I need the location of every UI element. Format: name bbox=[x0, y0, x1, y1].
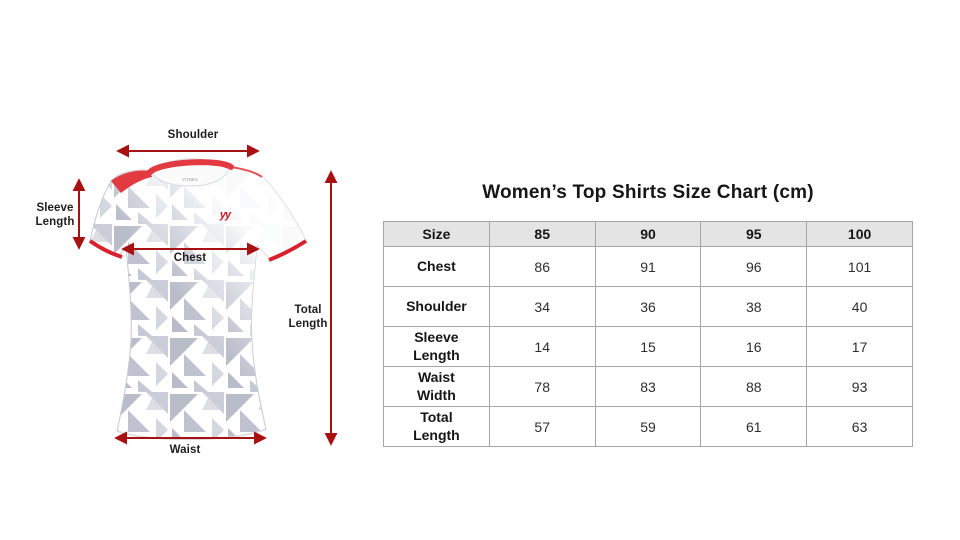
tshirt-illustration: YONEX yy bbox=[72, 144, 338, 446]
size-value-cell: 93 bbox=[806, 366, 913, 407]
table-row-total-length: Total Length 57 59 61 63 bbox=[383, 406, 913, 447]
left-shoulder-red-patch bbox=[111, 170, 152, 193]
table-row-shoulder: Shoulder 34 36 38 40 bbox=[383, 286, 913, 327]
size-value-cell: 61 bbox=[700, 406, 808, 447]
shirt-measurement-diagram: YONEX yy Shoulder Sleeve Length Chest To… bbox=[0, 0, 380, 540]
column-header-85: 85 bbox=[488, 221, 596, 247]
size-value-cell: 63 bbox=[806, 406, 913, 447]
column-header-95: 95 bbox=[700, 221, 808, 247]
column-header-100: 100 bbox=[806, 221, 913, 247]
shoulder-measure-label: Shoulder bbox=[167, 129, 219, 141]
right-shoulder-seam bbox=[230, 166, 263, 178]
size-value-cell: 59 bbox=[594, 406, 702, 447]
size-chart-table: Size 85 90 95 100 Chest 86 91 96 101 Sho… bbox=[383, 221, 913, 447]
size-value-cell: 36 bbox=[594, 286, 702, 327]
row-label: Waist Width bbox=[383, 366, 490, 407]
row-label: Total Length bbox=[383, 406, 490, 447]
size-value-cell: 38 bbox=[700, 286, 808, 327]
row-label: Sleeve Length bbox=[383, 326, 490, 367]
row-label: Chest bbox=[383, 246, 490, 287]
size-value-cell: 14 bbox=[488, 326, 596, 367]
size-value-cell: 78 bbox=[488, 366, 596, 407]
tshirt-body: YONEX yy bbox=[88, 158, 308, 441]
size-value-cell: 57 bbox=[488, 406, 596, 447]
sleeve-length-measure-label: Sleeve Length bbox=[35, 202, 75, 228]
size-value-cell: 40 bbox=[806, 286, 913, 327]
table-row-sleeve-length: Sleeve Length 14 15 16 17 bbox=[383, 326, 913, 367]
size-value-cell: 91 bbox=[594, 246, 702, 287]
total-length-measure-label: Total Length bbox=[288, 304, 328, 330]
size-value-cell: 83 bbox=[594, 366, 702, 407]
column-header-90: 90 bbox=[594, 221, 702, 247]
chest-measure-label: Chest bbox=[173, 252, 207, 264]
size-chart-header-row: Size 85 90 95 100 bbox=[383, 221, 913, 247]
right-cuff-trim bbox=[268, 239, 308, 262]
size-value-cell: 15 bbox=[594, 326, 702, 367]
table-row-waist-width: Waist Width 78 83 88 93 bbox=[383, 366, 913, 407]
collar-red-band bbox=[147, 159, 234, 175]
size-value-cell: 96 bbox=[700, 246, 808, 287]
size-value-cell: 88 bbox=[700, 366, 808, 407]
table-row-chest: Chest 86 91 96 101 bbox=[383, 246, 913, 287]
chart-title: Women’s Top Shirts Size Chart (cm) bbox=[482, 182, 814, 203]
yonex-chest-logo-icon: yy bbox=[219, 209, 232, 221]
size-chart-panel: Women’s Top Shirts Size Chart (cm) Size … bbox=[383, 181, 913, 447]
row-label: Shoulder bbox=[383, 286, 490, 327]
column-header-size: Size bbox=[383, 221, 490, 247]
waist-measure-label: Waist bbox=[169, 444, 201, 456]
left-cuff-trim bbox=[88, 239, 123, 259]
size-value-cell: 16 bbox=[700, 326, 808, 367]
size-value-cell: 86 bbox=[488, 246, 596, 287]
collar-brand-text: YONEX bbox=[182, 177, 198, 182]
size-value-cell: 101 bbox=[806, 246, 913, 287]
size-value-cell: 17 bbox=[806, 326, 913, 367]
size-value-cell: 34 bbox=[488, 286, 596, 327]
